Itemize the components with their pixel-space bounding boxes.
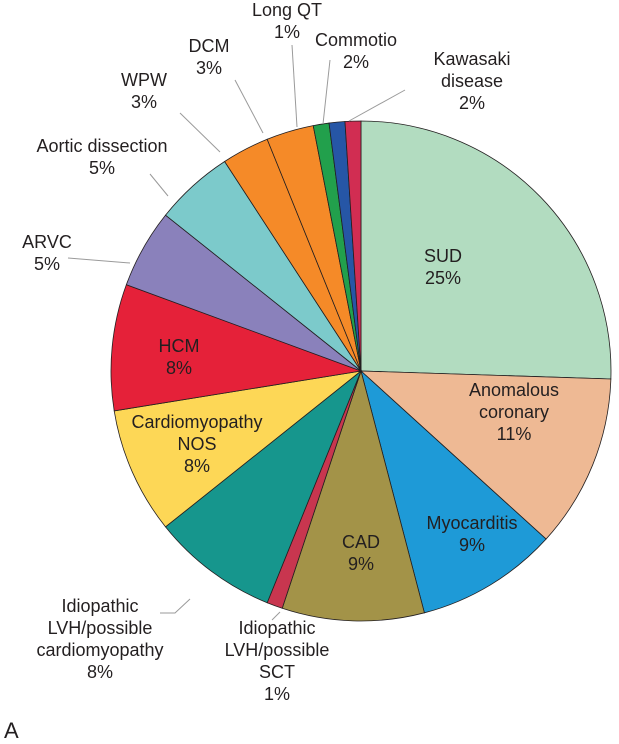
pie-slice-hcm (110, 284, 363, 412)
slice-label: SUD 25% (424, 246, 462, 288)
leader-line (179, 112, 221, 153)
pie-slice-anomalous-coronary (359, 370, 612, 540)
panel-label: A (4, 718, 19, 743)
slice-label: HCM 8% (159, 336, 200, 378)
leader-line (271, 611, 281, 621)
slice-label: Kawasaki disease 2% (433, 49, 510, 113)
slice-label: Anomalous coronary 11% (469, 380, 559, 444)
pie-slice-idiopathic-lvh-possible-cardiomyopathy (164, 369, 362, 604)
leader-line (348, 89, 406, 122)
leader-line (322, 59, 331, 125)
pie-slice-sud (360, 120, 612, 380)
slice-label: DCM 3% (189, 36, 230, 78)
slice-label: Long QT 1% (252, 0, 322, 42)
leader-line (149, 173, 169, 197)
pie-slice-kawasaki-disease (344, 120, 362, 372)
pie-slice-cardiomyopathy-nos (113, 370, 363, 528)
leader-line (160, 598, 191, 614)
slice-label: ARVC 5% (22, 232, 72, 274)
slice-label: Aortic dissection 5% (36, 136, 167, 178)
slice-label: Commotio 2% (315, 30, 397, 72)
slice-label: Idiopathic LVH/possible SCT 1% (225, 618, 330, 704)
slice-label: WPW 3% (121, 70, 167, 112)
slice-label: Cardiomyopathy NOS 8% (131, 412, 262, 476)
pie-slice-myocarditis (360, 369, 547, 614)
leader-line (234, 79, 264, 134)
leader-line (67, 257, 131, 264)
leader-line (291, 44, 298, 128)
slice-label: CAD 9% (342, 532, 380, 574)
pie-slice-cad (281, 369, 425, 622)
slice-label: Idiopathic LVH/possible cardiomyopathy 8% (36, 596, 163, 682)
slice-label: Myocarditis 9% (426, 513, 517, 555)
